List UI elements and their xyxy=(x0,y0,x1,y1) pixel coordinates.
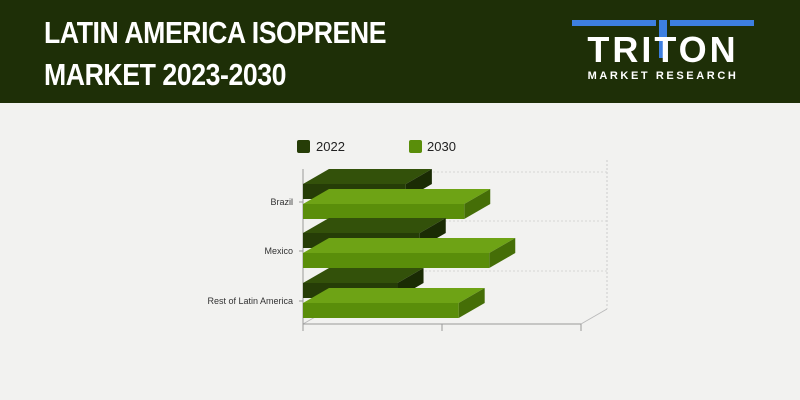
title-line-2: MARKET 2023-2030 xyxy=(44,57,287,92)
category-label-0: Brazil xyxy=(270,197,293,207)
title-line-1: LATIN AMERICA ISOPRENE xyxy=(44,15,387,50)
logo-sub-text: MARKET RESEARCH xyxy=(588,70,739,82)
legend-label-2030: 2030 xyxy=(427,139,456,154)
header-banner: LATIN AMERICA ISOPRENE MARKET 2023-2030 … xyxy=(0,0,800,103)
logo-accent-bar-right xyxy=(670,20,754,26)
bar-top-2-1 xyxy=(303,288,485,303)
logo-accent-stem xyxy=(659,20,667,58)
category-label-2: Rest of Latin America xyxy=(207,296,293,306)
category-label-1: Mexico xyxy=(264,246,293,256)
legend-swatch-2030 xyxy=(409,140,422,153)
logo-accent-bar-left xyxy=(572,20,656,26)
category-labels: Brazil Mexico Rest of Latin America xyxy=(207,197,293,306)
bar-top-0-1 xyxy=(303,189,491,204)
chart-bars xyxy=(303,169,516,318)
legend-swatch-2022 xyxy=(297,140,310,153)
page-title: LATIN AMERICA ISOPRENE MARKET 2023-2030 xyxy=(44,12,387,96)
bar-2-1 xyxy=(303,303,459,318)
bar-top-0-0 xyxy=(303,169,432,184)
bar-top-1-0 xyxy=(303,218,446,233)
bar-side-2-1 xyxy=(458,288,485,318)
legend-label-2022: 2022 xyxy=(316,139,345,154)
bar-top-1-1 xyxy=(303,238,516,253)
bar-side-1-1 xyxy=(489,238,516,268)
legend: 2022 2030 xyxy=(297,139,456,154)
bar-1-1 xyxy=(303,253,490,268)
bar-top-2-0 xyxy=(303,268,424,283)
bar-side-0-1 xyxy=(464,189,491,219)
bar-chart: 2022 2030 Brazil Mexico Rest of Latin Amer… xyxy=(207,139,608,331)
bar-0-1 xyxy=(303,204,465,219)
logo-main-text: TRITON xyxy=(587,29,738,70)
floor-right-edge xyxy=(580,308,608,325)
triton-logo: TRITON MARKET RESEARCH xyxy=(572,20,754,82)
